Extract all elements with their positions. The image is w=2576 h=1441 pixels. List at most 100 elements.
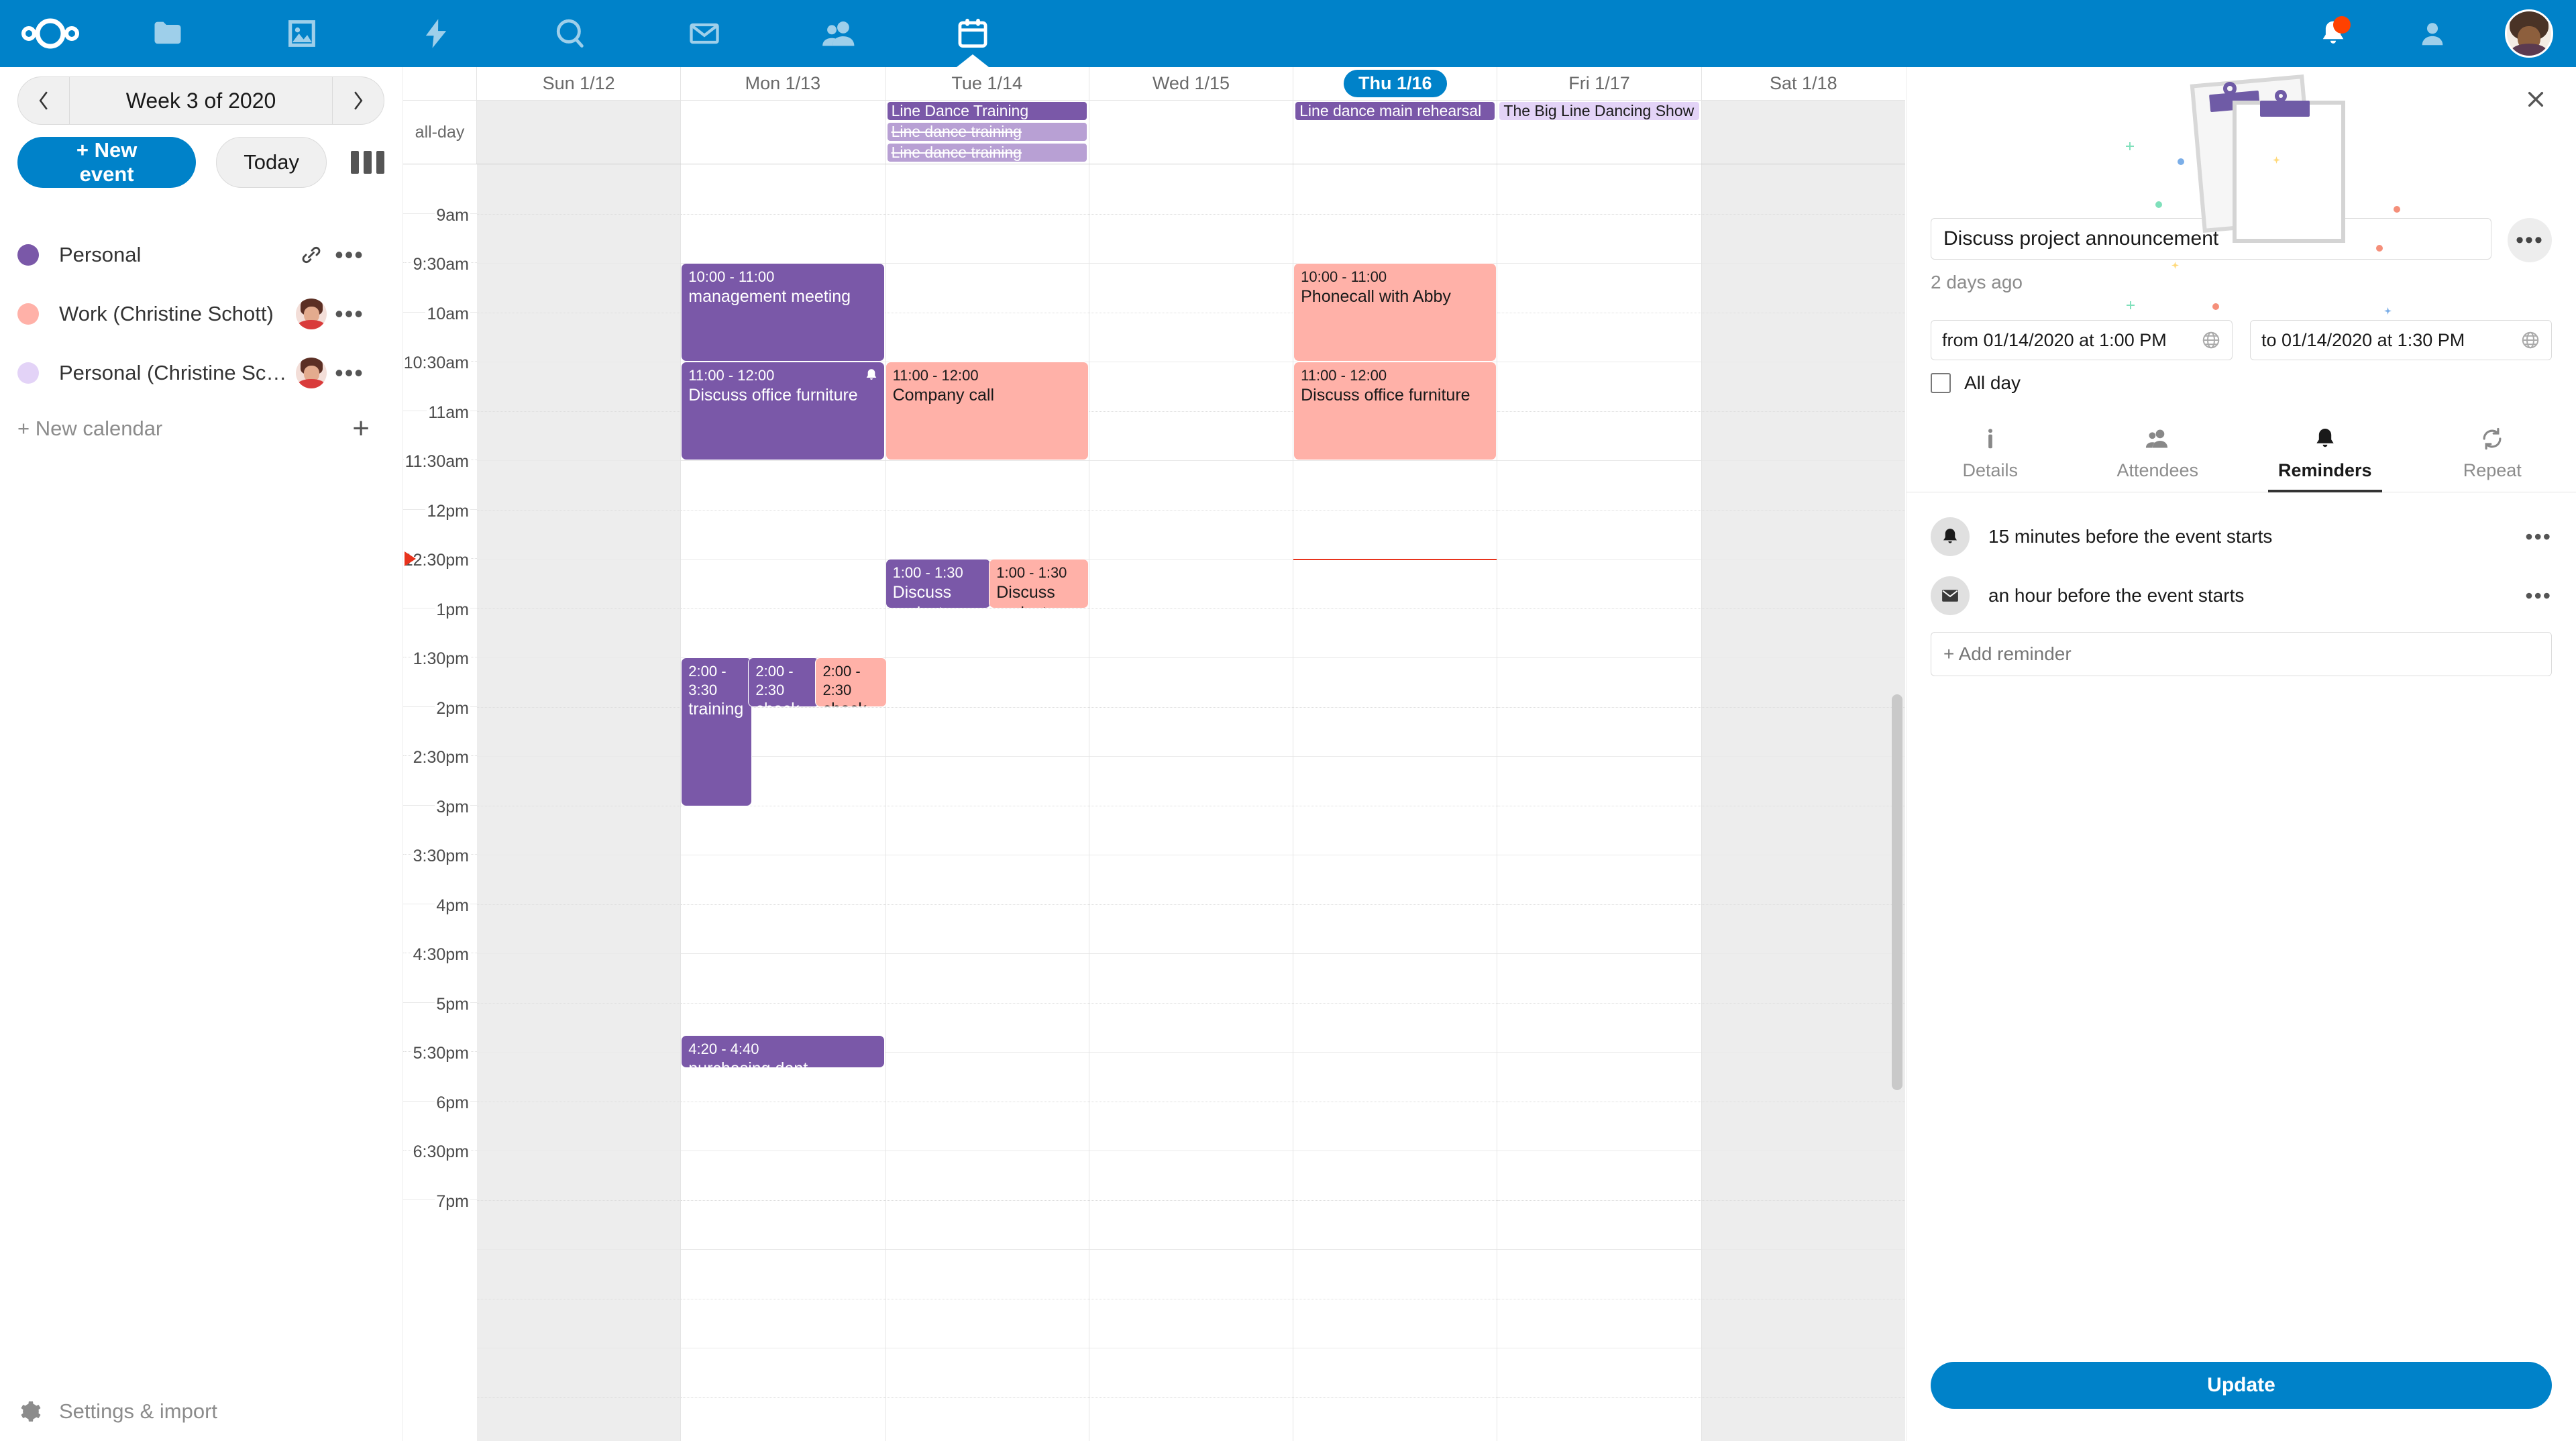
calendar-more-button[interactable]: ••• [335, 300, 364, 327]
event-time: 2:00 - 2:30 [755, 663, 794, 698]
day-column-3[interactable] [1089, 164, 1294, 1441]
all-day-event[interactable]: Line dance main rehearsal [1295, 102, 1495, 120]
all-day-event[interactable]: Line dance training [887, 144, 1087, 162]
day-header-6[interactable]: Sat 1/18 [1702, 67, 1905, 100]
nextcloud-logo[interactable] [0, 18, 101, 49]
nav-app-photos[interactable] [235, 0, 369, 67]
reminder-more-button[interactable]: ••• [2525, 583, 2552, 608]
sidebar-action-row: + New event Today [17, 137, 384, 188]
calendar-event[interactable]: 4:20 - 4:40 purchasing dept [681, 1035, 885, 1068]
grid-line [477, 509, 681, 511]
time-grid-scroll[interactable]: 9am 9:30am 10am 10:30am 11am 11:30am 12pm 12:30… [403, 164, 1905, 1441]
add-reminder-button[interactable]: + Add reminder [1931, 632, 2552, 676]
new-calendar-button[interactable]: + New calendar + [0, 403, 402, 455]
today-button[interactable]: Today [216, 137, 327, 188]
all-day-cell-1[interactable] [681, 101, 885, 164]
week-label[interactable]: Week 3 of 2020 [69, 77, 333, 124]
nav-app-mail[interactable] [637, 0, 771, 67]
calendar-color-dot[interactable] [17, 244, 39, 266]
link-icon[interactable] [293, 244, 329, 266]
all-day-cell-2[interactable]: Line Dance Training Line dance training Li… [885, 101, 1089, 164]
contacts-menu-button[interactable] [2383, 0, 2482, 67]
day-column-5[interactable] [1497, 164, 1702, 1441]
tab-reminders[interactable]: Reminders [2241, 418, 2409, 492]
day-header-3[interactable]: Wed 1/15 [1089, 67, 1294, 100]
calendar-list: Personal ••• Work (Christine Schott) ••• Per… [0, 225, 402, 403]
time-slot: 5pm [403, 953, 477, 1014]
calendar-list-item[interactable]: Personal ••• [0, 225, 402, 284]
calendar-more-button[interactable]: ••• [335, 241, 364, 268]
all-day-checkbox-label[interactable]: All day [1964, 372, 2021, 393]
calendar-more-button[interactable]: ••• [335, 359, 364, 386]
previous-week-button[interactable] [18, 77, 69, 124]
view-toggle-icon[interactable] [351, 137, 384, 188]
day-column-2[interactable]: 11:00 - 12:00 Company call 1:00 - 1:30 Disc… [885, 164, 1089, 1441]
tab-attendees[interactable]: Attendees [2074, 418, 2242, 492]
vertical-scrollbar[interactable] [1892, 694, 1902, 1090]
grid-line [885, 263, 1089, 264]
calendar-event[interactable]: 2:00 - 2:30check-in [748, 657, 820, 707]
day-header-4[interactable]: Thu 1/16 [1293, 67, 1498, 100]
day-column-6[interactable] [1701, 164, 1905, 1441]
calendar-event[interactable]: 11:00 - 12:00 Company call [885, 362, 1089, 460]
nav-app-files[interactable] [101, 0, 235, 67]
calendar-event[interactable]: 11:00 - 12:00 Discuss office furniture [1293, 362, 1497, 460]
tab-label: Reminders [2277, 460, 2372, 480]
grid-line [1089, 756, 1293, 757]
nav-app-search[interactable] [503, 0, 637, 67]
envelope-icon [1931, 576, 1970, 615]
reminder-row[interactable]: 15 minutes before the event starts ••• [1931, 507, 2552, 566]
nav-app-contacts[interactable] [771, 0, 906, 67]
day-column-1[interactable]: 10:00 - 11:00 management meeting 11:00 - 1… [681, 164, 887, 1441]
all-day-cell-3[interactable] [1089, 101, 1294, 164]
nav-app-calendar[interactable] [906, 0, 1040, 67]
all-day-cell-5[interactable]: The Big Line Dancing Show [1497, 101, 1702, 164]
day-header-0[interactable]: Sun 1/12 [477, 67, 682, 100]
all-day-cell-6[interactable] [1701, 101, 1905, 164]
calendar-list-item[interactable]: Work (Christine Schott) ••• [0, 284, 402, 343]
all-day-row: all-day Line Dance Training Line dance tr… [403, 101, 1905, 164]
all-day-event[interactable]: Line dance training [887, 123, 1087, 141]
reminder-row[interactable]: an hour before the event starts ••• [1931, 566, 2552, 625]
calendar-event[interactable]: 10:00 - 11:00 Phonecall with Abby [1293, 263, 1497, 362]
grid-line [1701, 756, 1905, 757]
tab-repeat[interactable]: Repeat [2409, 418, 2576, 492]
grid-line [1497, 411, 1701, 412]
next-week-button[interactable] [333, 77, 384, 124]
all-day-checkbox[interactable] [1931, 373, 1951, 393]
day-header-2[interactable]: Tue 1/14 [885, 67, 1089, 100]
reminders-panel: 15 minutes before the event starts ••• an … [1907, 492, 2576, 676]
all-day-cell-0[interactable] [477, 101, 682, 164]
all-day-event[interactable]: Line Dance Training [887, 102, 1087, 120]
event-end-datetime[interactable]: to 01/14/2020 at 1:30 PM [2250, 320, 2552, 360]
notifications-button[interactable] [2284, 0, 2383, 67]
user-menu-button[interactable] [2482, 9, 2576, 58]
reminder-more-button[interactable]: ••• [2525, 524, 2552, 549]
event-start-datetime[interactable]: from 01/14/2020 at 1:00 PM [1931, 320, 2233, 360]
day-header-5[interactable]: Fri 1/17 [1497, 67, 1702, 100]
day-header-1[interactable]: Mon 1/13 [681, 67, 885, 100]
calendar-color-dot[interactable] [17, 303, 39, 325]
calendar-event[interactable]: 10:00 - 11:00 management meeting [681, 263, 885, 362]
time-label: 11am [427, 403, 470, 423]
day-column-0[interactable] [477, 164, 682, 1441]
calendar-event[interactable]: 2:00 - 2:30check-in [815, 657, 887, 707]
new-event-button[interactable]: + New event [17, 137, 197, 188]
grid-line [1701, 1052, 1905, 1053]
calendar-list-item[interactable]: Personal (Christine Scho... ••• [0, 343, 402, 403]
calendar-event[interactable]: 2:00 - 3:30 training [681, 657, 753, 806]
calendar-color-dot[interactable] [17, 362, 39, 384]
time-slot: 3:30pm [403, 806, 477, 866]
close-button[interactable] [2516, 79, 2556, 119]
settings-import-button[interactable]: Settings & import [0, 1382, 402, 1441]
day-column-4[interactable]: 10:00 - 11:00 Phonecall with Abby 11:00 - … [1293, 164, 1498, 1441]
event-actions-button[interactable]: ••• [2508, 218, 2552, 262]
all-day-event[interactable]: The Big Line Dancing Show [1499, 102, 1699, 120]
nav-app-activity[interactable] [369, 0, 503, 67]
calendar-event[interactable]: 11:00 - 12:00 Discuss office furniture [681, 362, 885, 460]
tab-details[interactable]: Details [1907, 418, 2074, 492]
all-day-cell-4[interactable]: Line dance main rehearsal [1293, 101, 1498, 164]
update-button[interactable]: Update [1931, 1362, 2552, 1409]
